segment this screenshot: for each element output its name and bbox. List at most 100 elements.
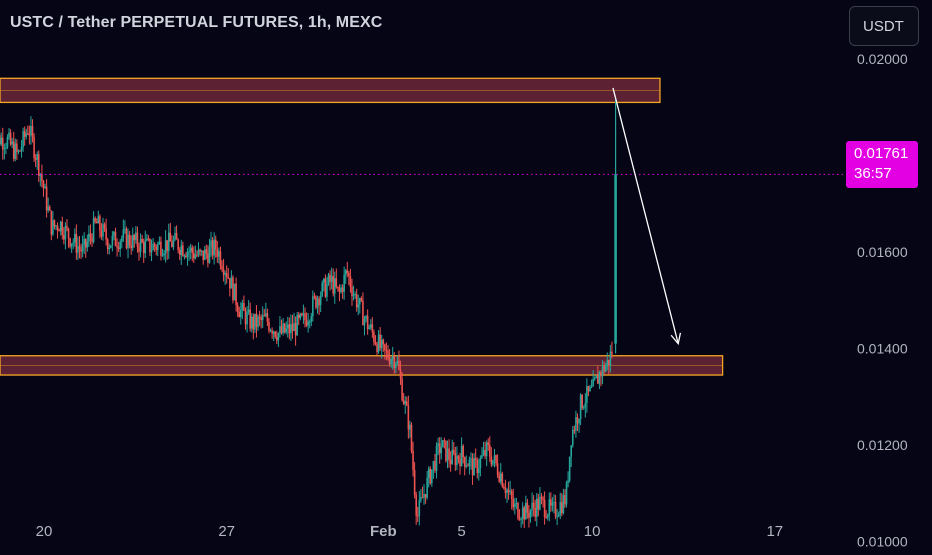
candle-body <box>282 324 284 333</box>
y-tick-label: 0.02000 <box>857 51 908 67</box>
candle-body <box>284 324 286 333</box>
candle-body <box>437 443 439 446</box>
candle-body <box>393 357 395 369</box>
candle-body <box>328 275 330 284</box>
candle-body <box>238 312 240 317</box>
candle-body <box>257 317 259 327</box>
last-price-value: 0.01761 <box>854 144 918 164</box>
candle-body <box>36 154 38 160</box>
candle-body <box>550 499 552 505</box>
candle-body <box>577 417 579 423</box>
candle-body <box>379 335 381 348</box>
candle-body <box>240 310 242 318</box>
candle-body <box>289 324 291 333</box>
candle-body <box>312 296 314 316</box>
candle-body <box>359 298 361 304</box>
candle-body <box>151 250 153 253</box>
candle-body <box>429 469 431 484</box>
candle-body <box>444 440 446 441</box>
x-tick-label: 10 <box>584 523 601 540</box>
candle-body <box>581 395 583 408</box>
candle-body <box>306 320 308 325</box>
currency-button[interactable]: USDT <box>849 6 919 46</box>
candle-body <box>24 131 26 137</box>
candle-body <box>455 453 457 465</box>
candle-body <box>481 455 483 458</box>
candle-body <box>80 249 82 252</box>
candle-body <box>195 255 197 259</box>
candle-body <box>599 372 601 384</box>
candle-body <box>229 278 231 288</box>
candle-body <box>7 137 9 147</box>
candle-body <box>458 456 460 459</box>
candle-body <box>285 328 287 332</box>
candle-body <box>157 244 159 250</box>
candle-body <box>301 314 303 315</box>
candle-body <box>459 459 461 466</box>
candle-body <box>591 387 593 388</box>
candle-body <box>163 253 165 255</box>
candle-body <box>274 332 276 337</box>
candle-body <box>447 449 449 461</box>
candle-body <box>199 250 201 252</box>
candle-body <box>461 446 463 466</box>
candle-body <box>315 296 317 307</box>
candle-body <box>558 515 560 517</box>
candle-body <box>552 503 554 506</box>
candle-body <box>422 497 424 498</box>
candle-body <box>71 244 73 247</box>
projection-arrow-line[interactable] <box>613 88 678 344</box>
candle-body <box>514 504 516 507</box>
candle-body <box>534 508 536 517</box>
candle-body <box>389 358 391 364</box>
candle-body <box>54 220 56 226</box>
candle-body <box>201 251 203 252</box>
candle-body <box>296 315 298 335</box>
candle-body <box>351 287 353 296</box>
candle-body <box>545 517 547 518</box>
candle-body <box>555 502 557 516</box>
candle-body <box>310 316 312 321</box>
candle-body <box>113 232 115 236</box>
candle-body <box>453 450 455 453</box>
candle-body <box>317 299 319 308</box>
candle-body <box>589 387 591 391</box>
candle-body <box>69 238 71 246</box>
y-tick-label: 0.01600 <box>857 244 908 260</box>
candle-body <box>152 244 154 250</box>
candle-body <box>419 500 421 516</box>
candle-body <box>564 495 566 504</box>
candle-body <box>220 251 222 265</box>
candle-body <box>505 489 507 493</box>
candle-body <box>190 248 192 252</box>
candle-body <box>428 469 430 478</box>
candle-body <box>375 342 377 344</box>
candle-body <box>469 459 471 466</box>
candle-body <box>21 147 23 151</box>
candle-body <box>517 503 519 519</box>
candle-body <box>61 222 63 235</box>
candle-body <box>409 425 411 430</box>
candle-body <box>442 440 444 447</box>
candle-body <box>425 494 427 498</box>
candle-body <box>237 305 239 312</box>
candle-body <box>107 240 109 250</box>
candle-body <box>544 500 546 517</box>
candle-body <box>378 335 380 352</box>
candle-body <box>597 376 599 384</box>
candle-body <box>16 144 18 152</box>
candle-body <box>583 407 585 408</box>
candle-body <box>193 253 195 258</box>
candle-body <box>180 245 182 254</box>
candle-body <box>213 240 215 256</box>
candle-body <box>104 224 106 228</box>
currency-button-label: USDT <box>863 18 904 35</box>
candle-body <box>495 455 497 463</box>
candle-body <box>60 222 62 231</box>
candle-body <box>511 491 513 499</box>
candle-body <box>569 457 571 481</box>
candle-body <box>88 234 90 242</box>
candle-body <box>226 273 228 277</box>
